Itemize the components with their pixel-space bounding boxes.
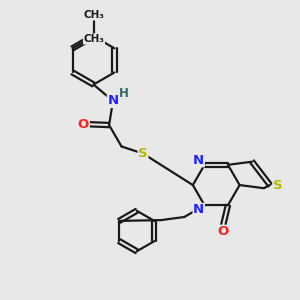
Text: CH₃: CH₃	[83, 34, 104, 44]
Text: N: N	[107, 94, 118, 107]
Text: CH₃: CH₃	[83, 10, 104, 20]
Text: O: O	[218, 225, 229, 238]
Text: S: S	[138, 147, 148, 160]
Text: H: H	[119, 87, 129, 101]
Text: N: N	[193, 203, 204, 217]
Text: S: S	[273, 178, 283, 192]
Text: O: O	[78, 118, 89, 131]
Text: N: N	[193, 154, 204, 166]
